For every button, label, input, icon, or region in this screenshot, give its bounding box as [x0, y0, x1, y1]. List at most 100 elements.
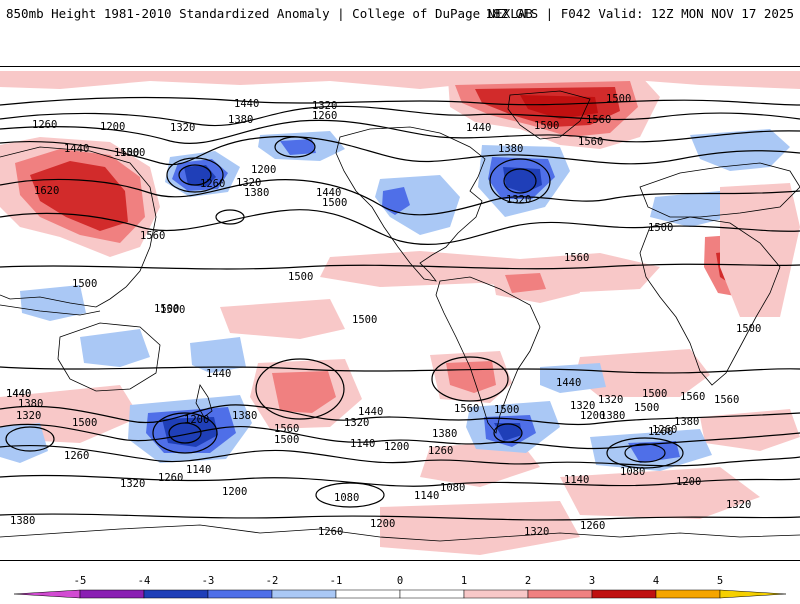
contour-label: 1380 [600, 410, 625, 422]
anomaly-pos2-south-pacific [272, 371, 336, 413]
anomaly-pos4-greenland [520, 95, 598, 119]
contour-label: 1440 [466, 122, 491, 134]
contour-label: 1320 [570, 400, 595, 412]
contour-label: 1320 [506, 194, 531, 206]
contour-label: 1080 [440, 482, 465, 494]
colorbar-tick-label: -1 [330, 575, 343, 587]
contour-label: 1500 [154, 303, 179, 315]
colorbar-tick-label: -3 [202, 575, 215, 587]
contour-label: 1500 [72, 278, 97, 290]
colorbar-segments [13, 589, 787, 599]
anomaly-neg1-west-edge [0, 423, 48, 463]
colorbar-seg-pos3 [591, 589, 657, 599]
colorbar-arrow-right [719, 589, 787, 599]
contour-line [0, 96, 800, 106]
header: 850mb Height 1981-2010 Standardized Anom… [0, 0, 800, 28]
contour-label: 1320 [312, 100, 337, 112]
contour-line [0, 178, 800, 216]
contour-line [0, 105, 800, 127]
contour-label: 1440 [6, 388, 31, 400]
colorbar-seg-neg2 [271, 589, 337, 599]
contour-label: 1140 [186, 464, 211, 476]
colorbar-seg-pos2 [527, 589, 593, 599]
contour-closed-low [606, 437, 684, 469]
anomaly-neg1-australia-se [190, 337, 246, 373]
contour-label: 1380 [10, 515, 35, 527]
contour-closed-high [215, 209, 245, 225]
anomaly-pos3-siberia [30, 161, 128, 231]
contour-label: 1500 [120, 147, 145, 159]
contour-closed-low [315, 482, 385, 508]
contour-label: 1500 [322, 197, 347, 209]
height-contours [0, 96, 800, 521]
contour-label: 1500 [72, 417, 97, 429]
colorbar-seg-neg3 [207, 589, 273, 599]
contour-label: 1560 [578, 136, 603, 148]
anomaly-map: 1440 1320 1260 1200 1380 1320 1260 1440 … [0, 71, 800, 555]
contour-line [0, 423, 800, 450]
contour-label: 1500 [648, 222, 673, 234]
colorbar-seg-pos1 [463, 589, 529, 599]
contour-label: 1500 [642, 388, 667, 400]
contour-label: 1320 [598, 394, 623, 406]
anomaly-neg3-cape-horn [494, 423, 522, 441]
contour-label: 1200 [251, 164, 276, 176]
contour-label: 1440 [206, 368, 231, 380]
contour-label: 1260 [580, 520, 605, 532]
colorbar: -5 -4 -3 -2 -1 0 1 2 3 4 5 [0, 570, 800, 600]
contour-closed-low [624, 443, 666, 463]
contour-closed-low [5, 426, 55, 452]
contour-closed-low [168, 422, 202, 444]
contour-label: 1380 [432, 428, 457, 440]
anomaly-pos1-bottom [380, 501, 580, 555]
colorbar-seg-pos0 [399, 589, 465, 599]
contour-label: 1560 [274, 423, 299, 435]
contour-label: 1500 [634, 402, 659, 414]
contour-label: 1440 [358, 406, 383, 418]
anomaly-pos1-antarctic-east [700, 409, 800, 451]
contour-line [0, 366, 800, 374]
colorbar-tick-label: 5 [717, 575, 723, 587]
contour-label: 1560 [586, 114, 611, 126]
anomaly-neg1-australia [80, 329, 150, 367]
contour-label: 1200 [580, 410, 605, 422]
contour-label: 1140 [564, 474, 589, 486]
colorbar-tick-label: -4 [138, 575, 151, 587]
anomaly-pos2-caribbean [505, 273, 546, 293]
contour-label: 1200 [184, 414, 209, 426]
coast-africa [639, 216, 781, 386]
contour-label: 1200 [100, 121, 125, 133]
contour-closed-low [274, 136, 316, 158]
colorbar-tick-label: 4 [653, 575, 659, 587]
colorbar-seg-neg4 [143, 589, 209, 599]
contour-label: 1500 [736, 323, 761, 335]
contour-line [0, 119, 800, 145]
contour-label: 1560 [714, 394, 739, 406]
contour-closed-low [489, 158, 551, 204]
coast-indonesia [0, 304, 101, 316]
anomaly-shading [0, 71, 800, 555]
colorbar-tick-label: 1 [461, 575, 467, 587]
contour-label: 1380 [232, 410, 257, 422]
coast-south-america [435, 276, 541, 434]
contour-closed-low [493, 423, 523, 443]
contour-line [0, 474, 800, 487]
contour-label: 1620 [34, 185, 59, 197]
contour-label: 1320 [120, 478, 145, 490]
contour-line [0, 404, 800, 426]
contour-label: 1260 [428, 445, 453, 457]
anomaly-neg2-west-us [382, 187, 410, 215]
anomaly-pos1-far-south [560, 467, 760, 519]
coast-antarctica [0, 524, 800, 542]
contour-label: 1260 [652, 424, 677, 436]
contour-line [0, 263, 800, 270]
contour-label: 1320 [236, 177, 261, 189]
contour-closed-low [178, 164, 212, 186]
colorbar-tick-label: 0 [397, 575, 403, 587]
contour-label: 1560 [140, 230, 165, 242]
contour-label: 1260 [64, 450, 89, 462]
contour-label: 1500 [288, 271, 313, 283]
colorbar-seg-neg5 [79, 589, 145, 599]
contour-label: 1440 [6, 388, 31, 400]
coast-asia [0, 146, 157, 308]
